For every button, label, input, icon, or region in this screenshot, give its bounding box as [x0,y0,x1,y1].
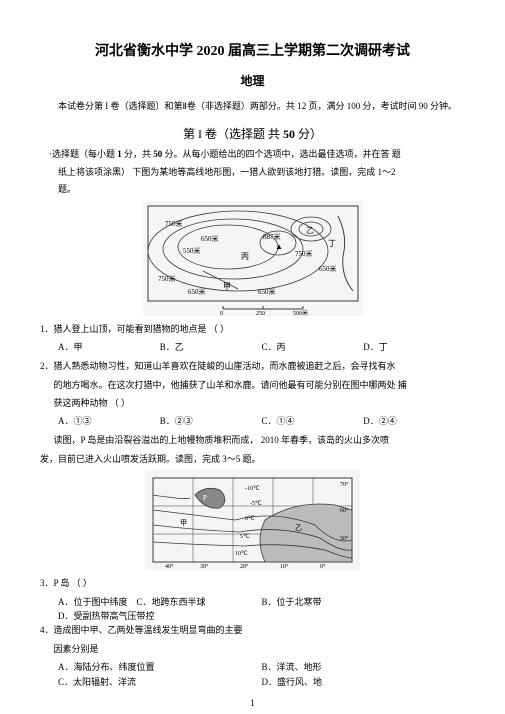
lbl-650br: 650米 [258,287,276,296]
question-3: 3．P 岛 （ ） [40,576,465,590]
svg-text:5℃: 5℃ [240,534,250,540]
page-number: 1 [0,698,505,708]
q3-opt-a: A．位于图中纬度 C．地跨东西半球 [58,595,262,609]
q4-opt-a: A．海陆分布、纬度位置 [58,660,262,674]
passage2-l2: 发，目前已进入火山喷发活跃期。读图，完成 3～5 题。 [40,452,465,466]
question-2-l2: 的地方喝水。在这次打猎中，他捕获了山羊和水鹿。请问他最有可能分别在图中哪两处 捕 [40,378,465,392]
q1-opt-d: D．丁 [363,340,465,353]
lbl-750tl: 750米 [165,219,183,228]
q3-opt-d: D．受副热带高气压带控 [58,609,262,623]
q4-opt-d: D．盛行风、地 [262,675,466,689]
lbl-750bl: 750米 [158,274,176,283]
lbl-650c: 650米 [201,234,219,243]
fig2-P: P [203,494,207,502]
svg-text:20°: 20° [240,563,249,570]
q1-opt-a: A．甲 [58,340,160,353]
exam-intro: 本试卷分第 I 卷（选择题）和第Ⅱ卷（非选择题）两部分。共 12 页，满分 10… [40,99,465,113]
svg-text:-10℃: -10℃ [245,486,260,492]
intro-a: 本试卷分第 I 卷（选择题）和第Ⅱ卷（非选择题）两部分。共 [58,101,297,111]
q4-opt-b: B．洋流、地形 [262,660,466,674]
question-2-l3: 获这两种动物 （ ） [40,396,465,410]
question-4-l2: 因素分别是 [40,642,465,656]
sect-score: 50 [283,127,295,141]
q3-options: A．位于图中纬度 C．地跨东西半球 B．位于北寒带 D．受副热带高气压带控 [40,595,465,624]
svg-text:250: 250 [256,311,265,316]
svg-text:70°: 70° [340,481,349,488]
sect-suffix: 分） [295,127,322,141]
svg-text:-5℃: -5℃ [250,501,262,507]
q1-opt-b: B．乙 [160,340,262,353]
question-1: 1．猎人登上山顶，可能看到猎物的地点是 （ ） [40,322,465,336]
q2-options: A．①③ B．②③ C．①④ D．②④ [40,414,465,427]
q4-opt-c: C．太阳辐射、洋流 [58,675,262,689]
intro-min: 90 [419,101,428,111]
intro-pages: 12 [297,101,306,111]
exam-title: 河北省衡水中学 2020 届高三上学期第二次调研考试 [40,40,465,60]
lbl-650bl: 650米 [188,287,206,296]
hill-icon: ▲ [275,242,283,251]
lbl-750r: 750米 [295,249,313,258]
intro-b: 页，满分 [306,101,347,111]
mc-instruction-3: 题。 [40,183,465,197]
subject-title: 地理 [40,72,465,89]
svg-text:500米: 500米 [293,309,308,316]
mc-instruction-1: ·选择题（每小题 1 分，共 50 分。从每小题给出的四个选项中，选出最佳选项，… [40,148,465,162]
q2-opt-c: C．①④ [262,414,364,427]
q2-opt-b: B．②③ [160,414,262,427]
lbl-jia: 甲 [223,282,231,291]
lbl-887: 887米 [263,232,281,241]
section1-title: 第 I 卷（选择题 共 50 分） [40,125,465,142]
svg-text:30°: 30° [200,563,209,570]
svg-text:0°: 0° [320,563,326,570]
figure-1-contour-map: 750米 650米 550米 750米 650米 887米 ▲ 750米 650… [143,201,363,316]
svg-text:0℃: 0℃ [245,516,255,522]
title-prefix: 河北省衡水中学 [95,44,197,59]
lbl-bing: 丙 [241,252,249,261]
svg-text:60°: 60° [340,507,349,514]
sect-prefix: 第 I 卷（选择题 共 [183,127,283,141]
svg-text:0: 0 [220,311,223,316]
q2-opt-a: A．①③ [58,414,160,427]
title-year: 2020 [197,44,225,59]
intro-d: 分钟。 [428,101,457,111]
q3-opt-b: B．位于北寒带 [262,595,466,609]
q4-options: A．海陆分布、纬度位置 B．洋流、地形 C．太阳辐射、洋流 D．盛行风、地 [40,660,465,689]
passage2-l1: 读图，P 岛是由沿裂谷溢出的上地幔物质堆积而成， 2010 年春季，该岛的火山多… [40,433,465,447]
svg-text:50°: 50° [340,535,349,542]
lbl-ding: 丁 [328,239,336,248]
question-4-l1: 4．造成图中甲、乙两处等温线发生明显弯曲的主要 [40,623,465,637]
q1-opt-c: C．丙 [262,340,364,353]
svg-text:10°: 10° [280,563,289,570]
lbl-550c: 550米 [183,246,201,255]
fig2-jia: 甲 [180,519,187,527]
q1-options: A．甲 B．乙 C．丙 D．丁 [40,340,465,353]
lbl-yi: 乙 [306,226,314,235]
title-suffix: 届高三上学期第二次调研考试 [225,44,411,59]
svg-text:40°: 40° [165,563,174,570]
mc-instruction-2: 纸上将该项涂黑） 下图为某地等高线地形图，一猎人欲到该地打猎。读图，完成 1～2 [40,166,465,180]
lbl-650r: 650米 [319,264,337,273]
svg-text:10℃: 10℃ [235,551,248,557]
intro-c: 分，考试时间 [360,101,419,111]
fig2-yi: 乙 [295,524,302,532]
q2-opt-d: D．②④ [363,414,465,427]
figure-2-isotherm-map: 40° 30° 20° 10° 0° 70° 60° 50° -10℃ -5℃ … [145,470,360,570]
question-2-l1: 2．猎人熟悉动物习性，知道山羊喜欢在陡峻的山崖活动，而水鹿被追赶之后，会寻找有水 [40,359,465,373]
intro-full: 100 [347,101,361,111]
